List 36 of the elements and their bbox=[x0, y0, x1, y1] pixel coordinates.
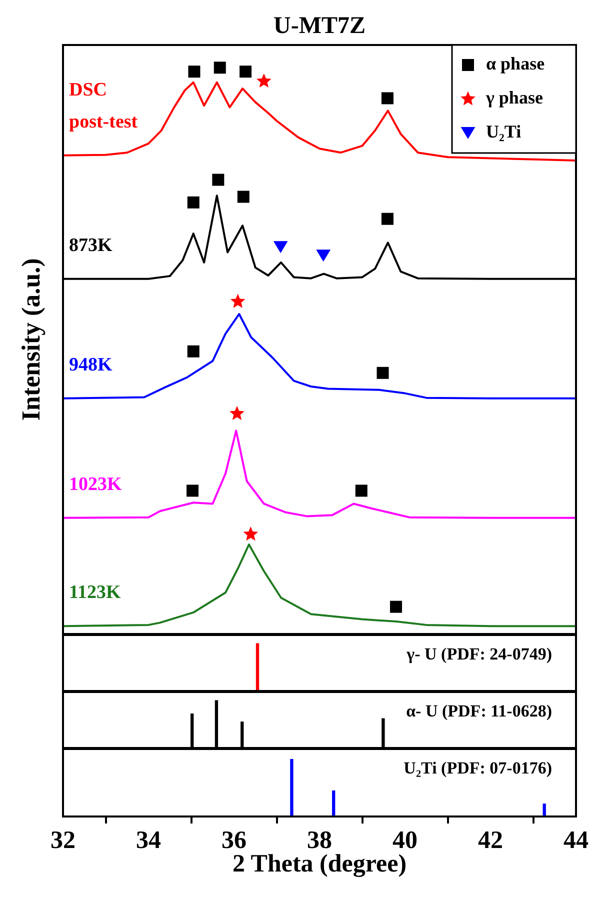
series-label: DSC post-test bbox=[69, 79, 138, 132]
point bbox=[187, 196, 200, 208]
point bbox=[381, 212, 394, 225]
x-tick-label: 32 bbox=[50, 826, 76, 854]
point bbox=[188, 66, 200, 78]
legend-label: γ phase bbox=[485, 88, 543, 108]
chart-title: U-MT7Z bbox=[274, 13, 366, 40]
series-label: 1023K bbox=[69, 474, 122, 495]
x-tick-label: 34 bbox=[136, 826, 162, 854]
annotation: α- U (PDF: 11-0628) bbox=[406, 701, 552, 720]
point bbox=[230, 406, 244, 420]
y-axis-title: Intensity (a.u.) bbox=[16, 258, 46, 421]
point bbox=[186, 484, 199, 497]
point bbox=[212, 174, 224, 186]
legend-label: α phase bbox=[486, 54, 545, 74]
point bbox=[230, 294, 246, 308]
point bbox=[240, 66, 252, 78]
point bbox=[381, 92, 394, 104]
point bbox=[256, 73, 272, 88]
point bbox=[316, 250, 331, 262]
legend-label: U₂Ti bbox=[486, 122, 522, 142]
annotation: γ- U (PDF: 24-0749) bbox=[406, 644, 552, 664]
point bbox=[237, 190, 250, 203]
point bbox=[273, 241, 288, 254]
point bbox=[355, 484, 368, 497]
point bbox=[214, 62, 226, 74]
x-tick-label: 44 bbox=[564, 826, 589, 854]
point bbox=[243, 526, 258, 541]
series-label: 948K bbox=[69, 354, 112, 376]
point bbox=[187, 345, 200, 358]
series-label: 873K bbox=[69, 234, 112, 256]
annotation: U₂Ti (PDF: 07-0176) bbox=[404, 758, 552, 778]
point bbox=[390, 600, 402, 613]
series-label: 1123K bbox=[69, 582, 121, 604]
x-tick-label: 42 bbox=[478, 826, 503, 854]
point bbox=[376, 366, 389, 379]
